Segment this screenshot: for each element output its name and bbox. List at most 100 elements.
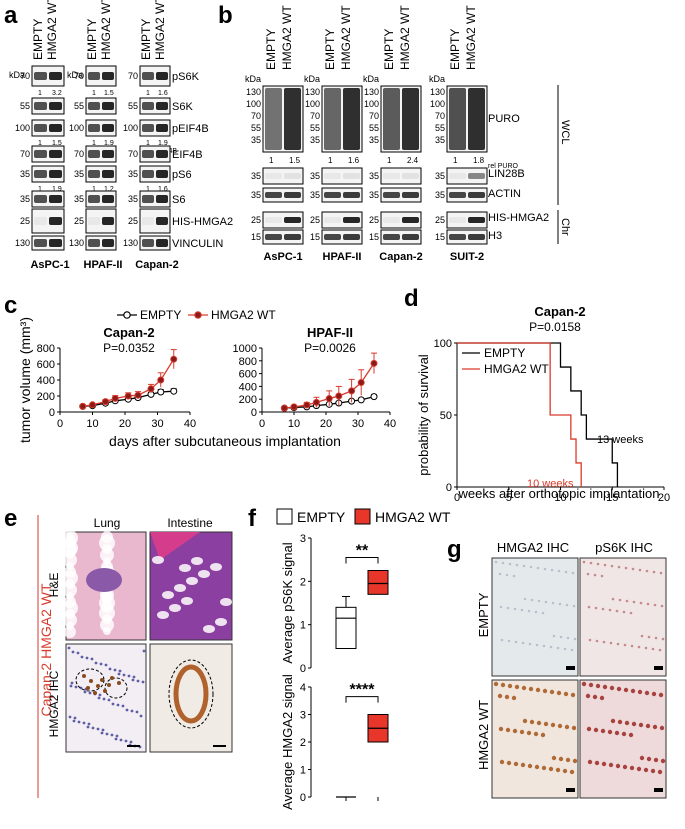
blot-band-hmga2 (156, 102, 168, 110)
puro-smear-hmga2 (284, 88, 301, 150)
x-tick-label: 30 (352, 418, 364, 430)
panel-f-boxplots: EMPTY HMGA2 WT 0 1 2 3 Average pS6K signal ** 0 1… (276, 508, 451, 810)
stain-dot (636, 766, 642, 772)
gland-lumen (215, 618, 227, 626)
stain-dot (602, 684, 608, 690)
ihc-image (579, 557, 667, 677)
col-header-empty: EMPTY (139, 19, 153, 60)
nucleus (104, 663, 108, 667)
stain-dot (638, 568, 642, 572)
stain-dot (651, 647, 655, 651)
stain-dot (556, 690, 562, 696)
positive-nucleus (82, 674, 86, 678)
stain-dot (542, 644, 546, 648)
kda-marker: 25 (435, 215, 445, 225)
kda-marker: 35 (251, 171, 261, 181)
alveolus (64, 626, 76, 638)
blot-band-hmga2 (156, 217, 168, 225)
blot-band-hmga2 (468, 217, 485, 223)
stain-dot (493, 681, 499, 687)
kda-marker: 70 (435, 111, 445, 121)
kda-marker: 70 (310, 111, 320, 121)
quant-value: 1.5 (289, 156, 301, 165)
quant-value: 1 (269, 156, 274, 165)
stain-dot (514, 684, 520, 690)
y-tick-label: 0 (300, 663, 306, 675)
blot-band-empty (142, 217, 154, 225)
blot-box (262, 187, 304, 203)
stain-dot (499, 759, 505, 765)
stain-dot (501, 561, 505, 565)
stain-dot (623, 643, 627, 647)
legend-label-hmga2: HMGA2 WT (211, 308, 276, 322)
stain-dot (562, 768, 568, 774)
blot-band-hmga2 (102, 72, 114, 80)
kda-marker: 100 (69, 123, 84, 133)
panel-label-b: b (218, 2, 233, 29)
tumor-outline (168, 659, 214, 729)
row-label: ACTIN (488, 188, 521, 200)
quant-value: 1.6 (348, 156, 360, 165)
kda-marker: 130 (15, 238, 30, 248)
stain-dot (645, 569, 649, 573)
kda-marker: 70 (20, 71, 30, 81)
y-tick-label: 1 (300, 620, 306, 632)
blot-box (85, 65, 117, 87)
y-tick-label: 3 (300, 710, 306, 722)
nucleus (122, 673, 126, 677)
nucleus (132, 675, 136, 679)
col-header-empty: EMPTY (382, 29, 396, 70)
blot-band-hmga2 (284, 192, 301, 198)
cell-line-label: AsPC-1 (263, 251, 302, 263)
blot-band-empty (449, 173, 466, 179)
blot-band-empty (34, 150, 47, 158)
kda-marker: 130 (430, 87, 445, 97)
nucleus (121, 704, 125, 708)
data-point (335, 392, 343, 400)
stain-dot (660, 604, 664, 608)
gland-lumen (152, 556, 164, 564)
data-point (290, 403, 298, 411)
kda-marker: 35 (310, 190, 320, 200)
blot-band-empty (142, 72, 154, 80)
stain-dot (500, 682, 506, 688)
stain-dot (512, 728, 518, 734)
stain-dot (628, 732, 634, 738)
stain-dot (515, 563, 519, 567)
cell-line-label: SUIT-2 (450, 251, 484, 263)
stain-dot (536, 566, 540, 570)
quant-value: 1.6 (158, 186, 168, 193)
quant-value: 1 (92, 186, 96, 193)
stain-dot (519, 729, 525, 735)
data-point (357, 396, 365, 404)
quant-value: 1.8 (473, 156, 485, 165)
stain-dot (571, 571, 575, 575)
row-label: VINCULIN (172, 238, 223, 250)
blot-box (31, 208, 65, 234)
ihc-intestine-image (149, 643, 233, 753)
stain-dot (549, 689, 555, 695)
nucleus (94, 661, 98, 665)
stain-dot (594, 760, 600, 766)
stain-dot (512, 574, 516, 578)
quant-value: 1.6 (158, 90, 168, 97)
row-label: PURO (488, 113, 520, 125)
panel-label-g: g (447, 536, 462, 563)
stain-dot (594, 606, 598, 610)
quant-value: 1 (92, 90, 96, 97)
blot-band-empty (88, 217, 100, 225)
nucleus (86, 725, 90, 729)
stain-dot (533, 731, 539, 737)
nucleus (129, 740, 133, 744)
blot-band-empty (88, 195, 100, 203)
kda-marker: 25 (251, 215, 261, 225)
stain-dot (508, 562, 512, 566)
kda-marker: 35 (369, 135, 379, 145)
panel-label-c: c (4, 292, 18, 319)
legend-swatch-empty (276, 508, 293, 525)
stain-dot (543, 567, 547, 571)
stain-dot (541, 611, 545, 615)
alveolus (100, 548, 114, 562)
x-tick-label: 0 (454, 492, 460, 504)
